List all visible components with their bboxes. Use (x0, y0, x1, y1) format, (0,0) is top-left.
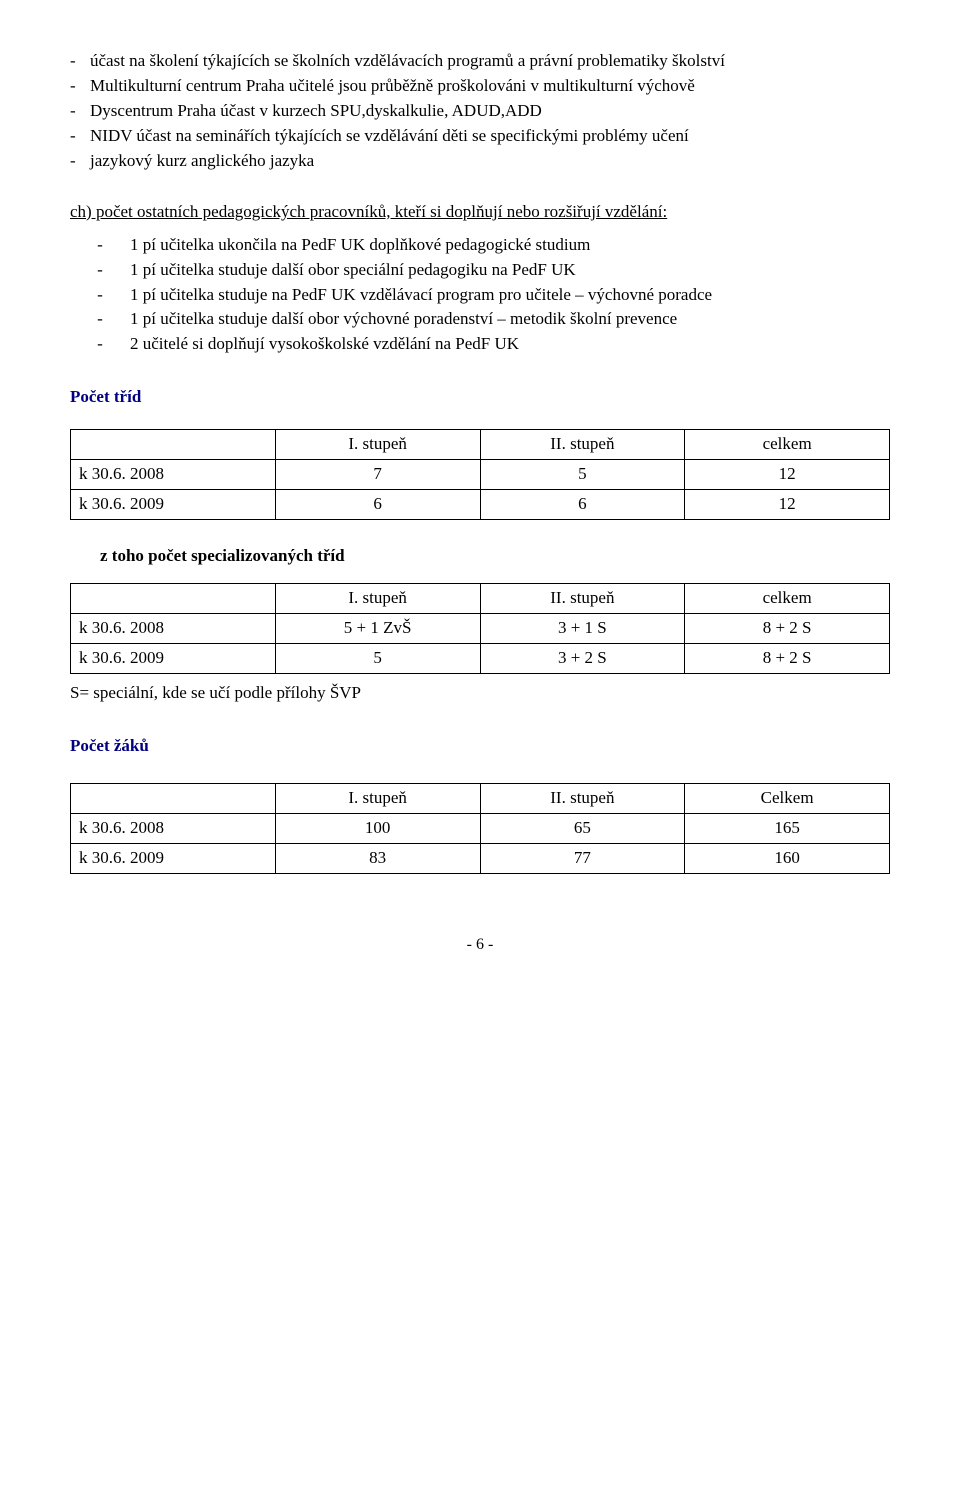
table-row: I. stupeň II. stupeň celkem (71, 430, 890, 460)
table-cell: II. stupeň (480, 584, 685, 614)
table-cell: 7 (275, 460, 480, 490)
table-cell: 5 (480, 460, 685, 490)
table-row: k 30.6. 2008 100 65 165 (71, 813, 890, 843)
dash-icon: - (70, 333, 130, 356)
ch-heading-text: ch) počet ostatních pedagogických pracov… (70, 202, 667, 221)
list-item: - účast na školení týkajících se školníc… (70, 50, 890, 73)
list-item: - 1 pí učitelka studuje další obor výcho… (70, 308, 890, 331)
dash-icon: - (70, 234, 130, 257)
item-text: 1 pí učitelka ukončila na PedF UK doplňk… (130, 234, 890, 257)
pocet-zaku-title: Počet žáků (70, 735, 890, 758)
table-cell: 65 (480, 813, 685, 843)
table-cell: 8 + 2 S (685, 643, 890, 673)
table-row: k 30.6. 2008 5 + 1 ZvŠ 3 + 1 S 8 + 2 S (71, 613, 890, 643)
table-row: k 30.6. 2008 7 5 12 (71, 460, 890, 490)
dash-icon: - (70, 259, 130, 282)
table-cell: k 30.6. 2009 (71, 843, 276, 873)
bullet-text: NIDV účast na seminářích týkajících se v… (90, 125, 890, 148)
item-text: 1 pí učitelka studuje další obor výchovn… (130, 308, 890, 331)
table-cell: 83 (275, 843, 480, 873)
item-text: 1 pí učitelka studuje na PedF UK vzděláv… (130, 284, 890, 307)
dash-icon: - (70, 150, 90, 173)
table-row: k 30.6. 2009 83 77 160 (71, 843, 890, 873)
table-cell: 160 (685, 843, 890, 873)
list-item: - 2 učitelé si doplňují vysokoškolské vz… (70, 333, 890, 356)
pocet-zaku-table: I. stupeň II. stupeň Celkem k 30.6. 2008… (70, 783, 890, 874)
dash-icon: - (70, 50, 90, 73)
bullet-text: účast na školení týkajících se školních … (90, 50, 890, 73)
bullet-text-line: NIDV účast na seminářích týkajících se v… (90, 126, 689, 145)
item-text: 1 pí učitelka studuje další obor speciál… (130, 259, 890, 282)
table-cell: k 30.6. 2008 (71, 460, 276, 490)
table-cell: 5 (275, 643, 480, 673)
spec-trid-note: S= speciální, kde se učí podle přílohy Š… (70, 682, 890, 705)
table-cell: I. stupeň (275, 783, 480, 813)
ch-list: - 1 pí učitelka ukončila na PedF UK dopl… (70, 234, 890, 357)
list-item: - Multikulturní centrum Praha učitelé js… (70, 75, 890, 98)
dash-icon: - (70, 125, 90, 148)
pocet-trid-title: Počet tříd (70, 386, 890, 409)
dash-icon: - (70, 75, 90, 98)
table-cell: 77 (480, 843, 685, 873)
spec-trid-table: I. stupeň II. stupeň celkem k 30.6. 2008… (70, 583, 890, 674)
table-cell: celkem (685, 584, 890, 614)
table-cell: 12 (685, 490, 890, 520)
table-cell: 12 (685, 460, 890, 490)
ch-heading: ch) počet ostatních pedagogických pracov… (70, 201, 890, 224)
table-cell: I. stupeň (275, 584, 480, 614)
table-cell: k 30.6. 2009 (71, 643, 276, 673)
table-row: I. stupeň II. stupeň celkem (71, 584, 890, 614)
pocet-trid-table: I. stupeň II. stupeň celkem k 30.6. 2008… (70, 429, 890, 520)
list-item: - 1 pí učitelka studuje další obor speci… (70, 259, 890, 282)
table-cell: 6 (275, 490, 480, 520)
list-item: - jazykový kurz anglického jazyka (70, 150, 890, 173)
table-cell: k 30.6. 2008 (71, 813, 276, 843)
dash-icon: - (70, 308, 130, 331)
dash-icon: - (70, 284, 130, 307)
table-cell: 3 + 2 S (480, 643, 685, 673)
table-cell: k 30.6. 2009 (71, 490, 276, 520)
top-bullet-list: - účast na školení týkajících se školníc… (70, 50, 890, 173)
table-cell: celkem (685, 430, 890, 460)
table-cell: II. stupeň (480, 783, 685, 813)
table-cell (71, 584, 276, 614)
bullet-text: Dyscentrum Praha účast v kurzech SPU,dys… (90, 100, 890, 123)
spec-trid-title: z toho počet specializovaných tříd (100, 545, 890, 568)
table-cell (71, 783, 276, 813)
item-text: 2 učitelé si doplňují vysokoškolské vzdě… (130, 333, 890, 356)
table-cell: 6 (480, 490, 685, 520)
bullet-text: jazykový kurz anglického jazyka (90, 150, 890, 173)
table-cell: k 30.6. 2008 (71, 613, 276, 643)
list-item: - Dyscentrum Praha účast v kurzech SPU,d… (70, 100, 890, 123)
table-cell: 5 + 1 ZvŠ (275, 613, 480, 643)
table-cell: 165 (685, 813, 890, 843)
table-cell: 3 + 1 S (480, 613, 685, 643)
list-item: - 1 pí učitelka studuje na PedF UK vzděl… (70, 284, 890, 307)
table-row: I. stupeň II. stupeň Celkem (71, 783, 890, 813)
table-row: k 30.6. 2009 5 3 + 2 S 8 + 2 S (71, 643, 890, 673)
table-cell (71, 430, 276, 460)
page-number: - 6 - (70, 934, 890, 956)
table-cell: II. stupeň (480, 430, 685, 460)
table-row: k 30.6. 2009 6 6 12 (71, 490, 890, 520)
dash-icon: - (70, 100, 90, 123)
table-cell: I. stupeň (275, 430, 480, 460)
list-item: - NIDV účast na seminářích týkajících se… (70, 125, 890, 148)
bullet-text: Multikulturní centrum Praha učitelé jsou… (90, 75, 890, 98)
list-item: - 1 pí učitelka ukončila na PedF UK dopl… (70, 234, 890, 257)
table-cell: 100 (275, 813, 480, 843)
table-cell: Celkem (685, 783, 890, 813)
table-cell: 8 + 2 S (685, 613, 890, 643)
